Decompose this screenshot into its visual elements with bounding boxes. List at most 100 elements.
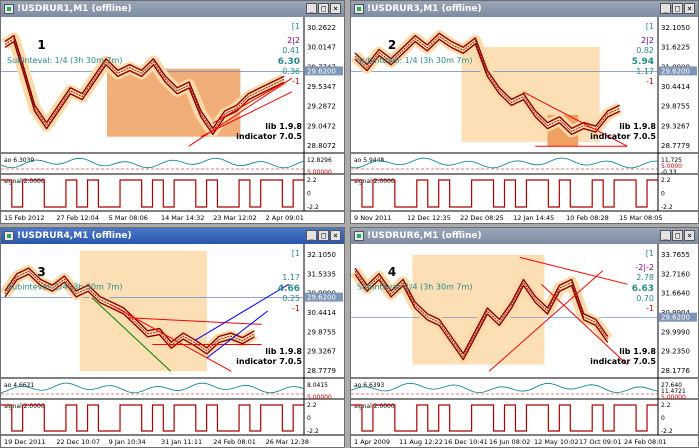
date-tick-label: 9 Nov 2011 [354, 214, 392, 222]
value-1: 0.41 [282, 46, 300, 55]
maximize-button[interactable]: □ [672, 230, 683, 241]
maximize-button[interactable]: □ [318, 230, 329, 241]
indicator-1-label: ao 5.9448 [354, 157, 384, 164]
date-tick-label: 1 Apr 2009 [354, 438, 390, 446]
trend-line [522, 91, 628, 147]
value-3: 0.70 [636, 294, 654, 303]
date-tick-label: 12 Dec 12:35 [407, 214, 451, 222]
indicator-2-line [1, 404, 304, 432]
chart-window-4[interactable]: !USDRUR6,M1 (offline) _ □ × 4 Subinteval:… [350, 227, 699, 448]
close-button[interactable]: × [684, 3, 695, 14]
value-4: -1 [292, 304, 300, 313]
indicator-2-tick: 2.2 [307, 402, 317, 409]
minimize-button[interactable]: _ [660, 230, 671, 241]
window-titlebar[interactable]: !USDRUR6,M1 (offline) [351, 228, 698, 244]
minimize-button[interactable]: _ [306, 230, 317, 241]
indicator-1-label: ao 6.3039 [4, 157, 34, 164]
indicator-1-tick: 12.8296 [307, 157, 332, 164]
date-tick-label: 17 Oct 09:01 [579, 438, 621, 446]
indicator-1-tick: 27.640 [661, 382, 682, 389]
indicator-2-tick: -2.2 [661, 204, 673, 211]
close-button[interactable]: × [330, 230, 341, 241]
trend-line [519, 256, 628, 285]
chart-window-3[interactable]: !USDRUR4,M1 (offline) _ □ × 3 Subinteval:… [0, 227, 345, 448]
value-4: -1 [646, 77, 654, 86]
highlight-region [412, 254, 545, 365]
level-22-label: -2|-2 [635, 263, 654, 272]
trend-line [128, 317, 262, 325]
value-2: 6.30 [278, 57, 300, 67]
close-button[interactable]: × [684, 230, 695, 241]
indicator-2-tick: 0 [661, 415, 665, 422]
indicator-2-label: signal 2.0000 [4, 178, 45, 185]
minimize-button[interactable]: _ [306, 3, 317, 14]
price-line-upper [354, 267, 609, 355]
current-price-marker [659, 312, 697, 322]
close-button[interactable]: × [330, 3, 341, 14]
chart-number: 2 [388, 38, 396, 52]
price-tick-label: 29.8755 [307, 328, 336, 336]
indicator-1-tick: 11.725 [661, 157, 682, 164]
minimize-button[interactable]: _ [660, 3, 671, 14]
current-price-marker [659, 66, 697, 76]
chart-canvas[interactable]: 2 Subinteval: 1/4 (3h 30m 7m) lib 1.9.8ind… [351, 17, 698, 223]
price-tick-label: 29.2872 [307, 103, 336, 111]
level-top-label: [1 [646, 249, 654, 258]
maximize-button[interactable]: □ [318, 3, 329, 14]
date-tick-label: 15 Mar 08:05 [619, 214, 662, 222]
value-1: 2.78 [636, 273, 654, 282]
chart-canvas[interactable]: 1 Subinteval: 1/4 (3h 30m 7m) lib 1.9.8ind… [1, 17, 344, 223]
price-line-lower [4, 273, 255, 355]
indicator-2-tick: 2.2 [661, 402, 671, 409]
indicator-2-tick: -2.2 [307, 204, 319, 211]
date-tick-label: 22 Dec 10:07 [56, 438, 100, 446]
indicator-2-label: signal 2.0000 [354, 178, 395, 185]
price-tick-label: 31.5335 [307, 270, 336, 278]
date-tick-label: 2 Apr 09:01 [266, 214, 304, 222]
chart-canvas[interactable]: 3 Subinteval: 1/4 (3h 30m 7m) lib 1.9.8ind… [1, 244, 344, 447]
trend-line-blue [194, 283, 290, 341]
indicator-2-tick: 0 [661, 191, 665, 198]
chart-canvas[interactable]: 4 Subinteval: 1/4 (3h 30m 7m) lib 1.9.8ind… [351, 244, 698, 447]
lib-label: lib 1.9.8 [265, 347, 302, 356]
indicator-1-tick: 5.00000 [307, 169, 332, 176]
chart-window-1[interactable]: !USDRUR1,M1 (offline) _ □ × 1 Subinteval:… [0, 0, 345, 224]
subinterval-label: Subinteval: 1/4 (3h 30m 7m) [357, 283, 472, 292]
price-tick-label: 32.1050 [661, 24, 690, 32]
indicator-2-label: signal 2.0000 [354, 403, 395, 410]
price-line-mid [4, 270, 255, 352]
indicator-2-line [351, 404, 658, 432]
chart-window-2[interactable]: !USDRUR3,M1 (offline) _ □ × 2 Subinteval:… [350, 0, 699, 224]
value-2: 4.66 [278, 284, 300, 294]
price-tick-label: 29.0472 [307, 122, 336, 130]
value-1: 0.82 [636, 46, 654, 55]
chart-app-icon [354, 231, 364, 241]
chart-app-icon [4, 4, 14, 14]
highlight-region [79, 250, 208, 372]
lib-label: lib 1.9.8 [619, 122, 656, 131]
current-price-label: 29.6200 [661, 67, 690, 75]
chart-number: 1 [37, 38, 45, 52]
value-3: 0.36 [282, 67, 300, 76]
window-titlebar[interactable]: !USDRUR3,M1 (offline) [351, 1, 698, 17]
indicator-2-tick: 0 [307, 415, 311, 422]
price-line-mid [354, 270, 609, 358]
window-title: !USDRUR3,M1 (offline) [367, 4, 482, 14]
window-title: !USDRUR1,M1 (offline) [17, 4, 132, 14]
indicator-1-line [351, 382, 659, 394]
chart-number: 3 [37, 265, 45, 279]
price-tick-label: 29.9990 [661, 328, 690, 336]
window-titlebar[interactable]: !USDRUR1,M1 (offline) [1, 1, 344, 17]
trend-line [212, 84, 281, 124]
indicator-1-tick: 5.00000 [307, 394, 332, 401]
value-2: 6.63 [632, 284, 654, 294]
price-tick-label: 29.2350 [661, 348, 690, 356]
maximize-button[interactable]: □ [672, 3, 683, 14]
price-band [351, 30, 623, 138]
window-titlebar[interactable]: !USDRUR4,M1 (offline) [1, 228, 344, 244]
window-title: !USDRUR4,M1 (offline) [17, 231, 132, 241]
indicator-2-label: signal 2.0000 [4, 403, 45, 410]
level-22-label: 2|2 [641, 36, 654, 45]
indicator-1-tick: 5.0000 [661, 163, 682, 170]
date-tick-label: 16 Dec 10:41 [444, 438, 488, 446]
